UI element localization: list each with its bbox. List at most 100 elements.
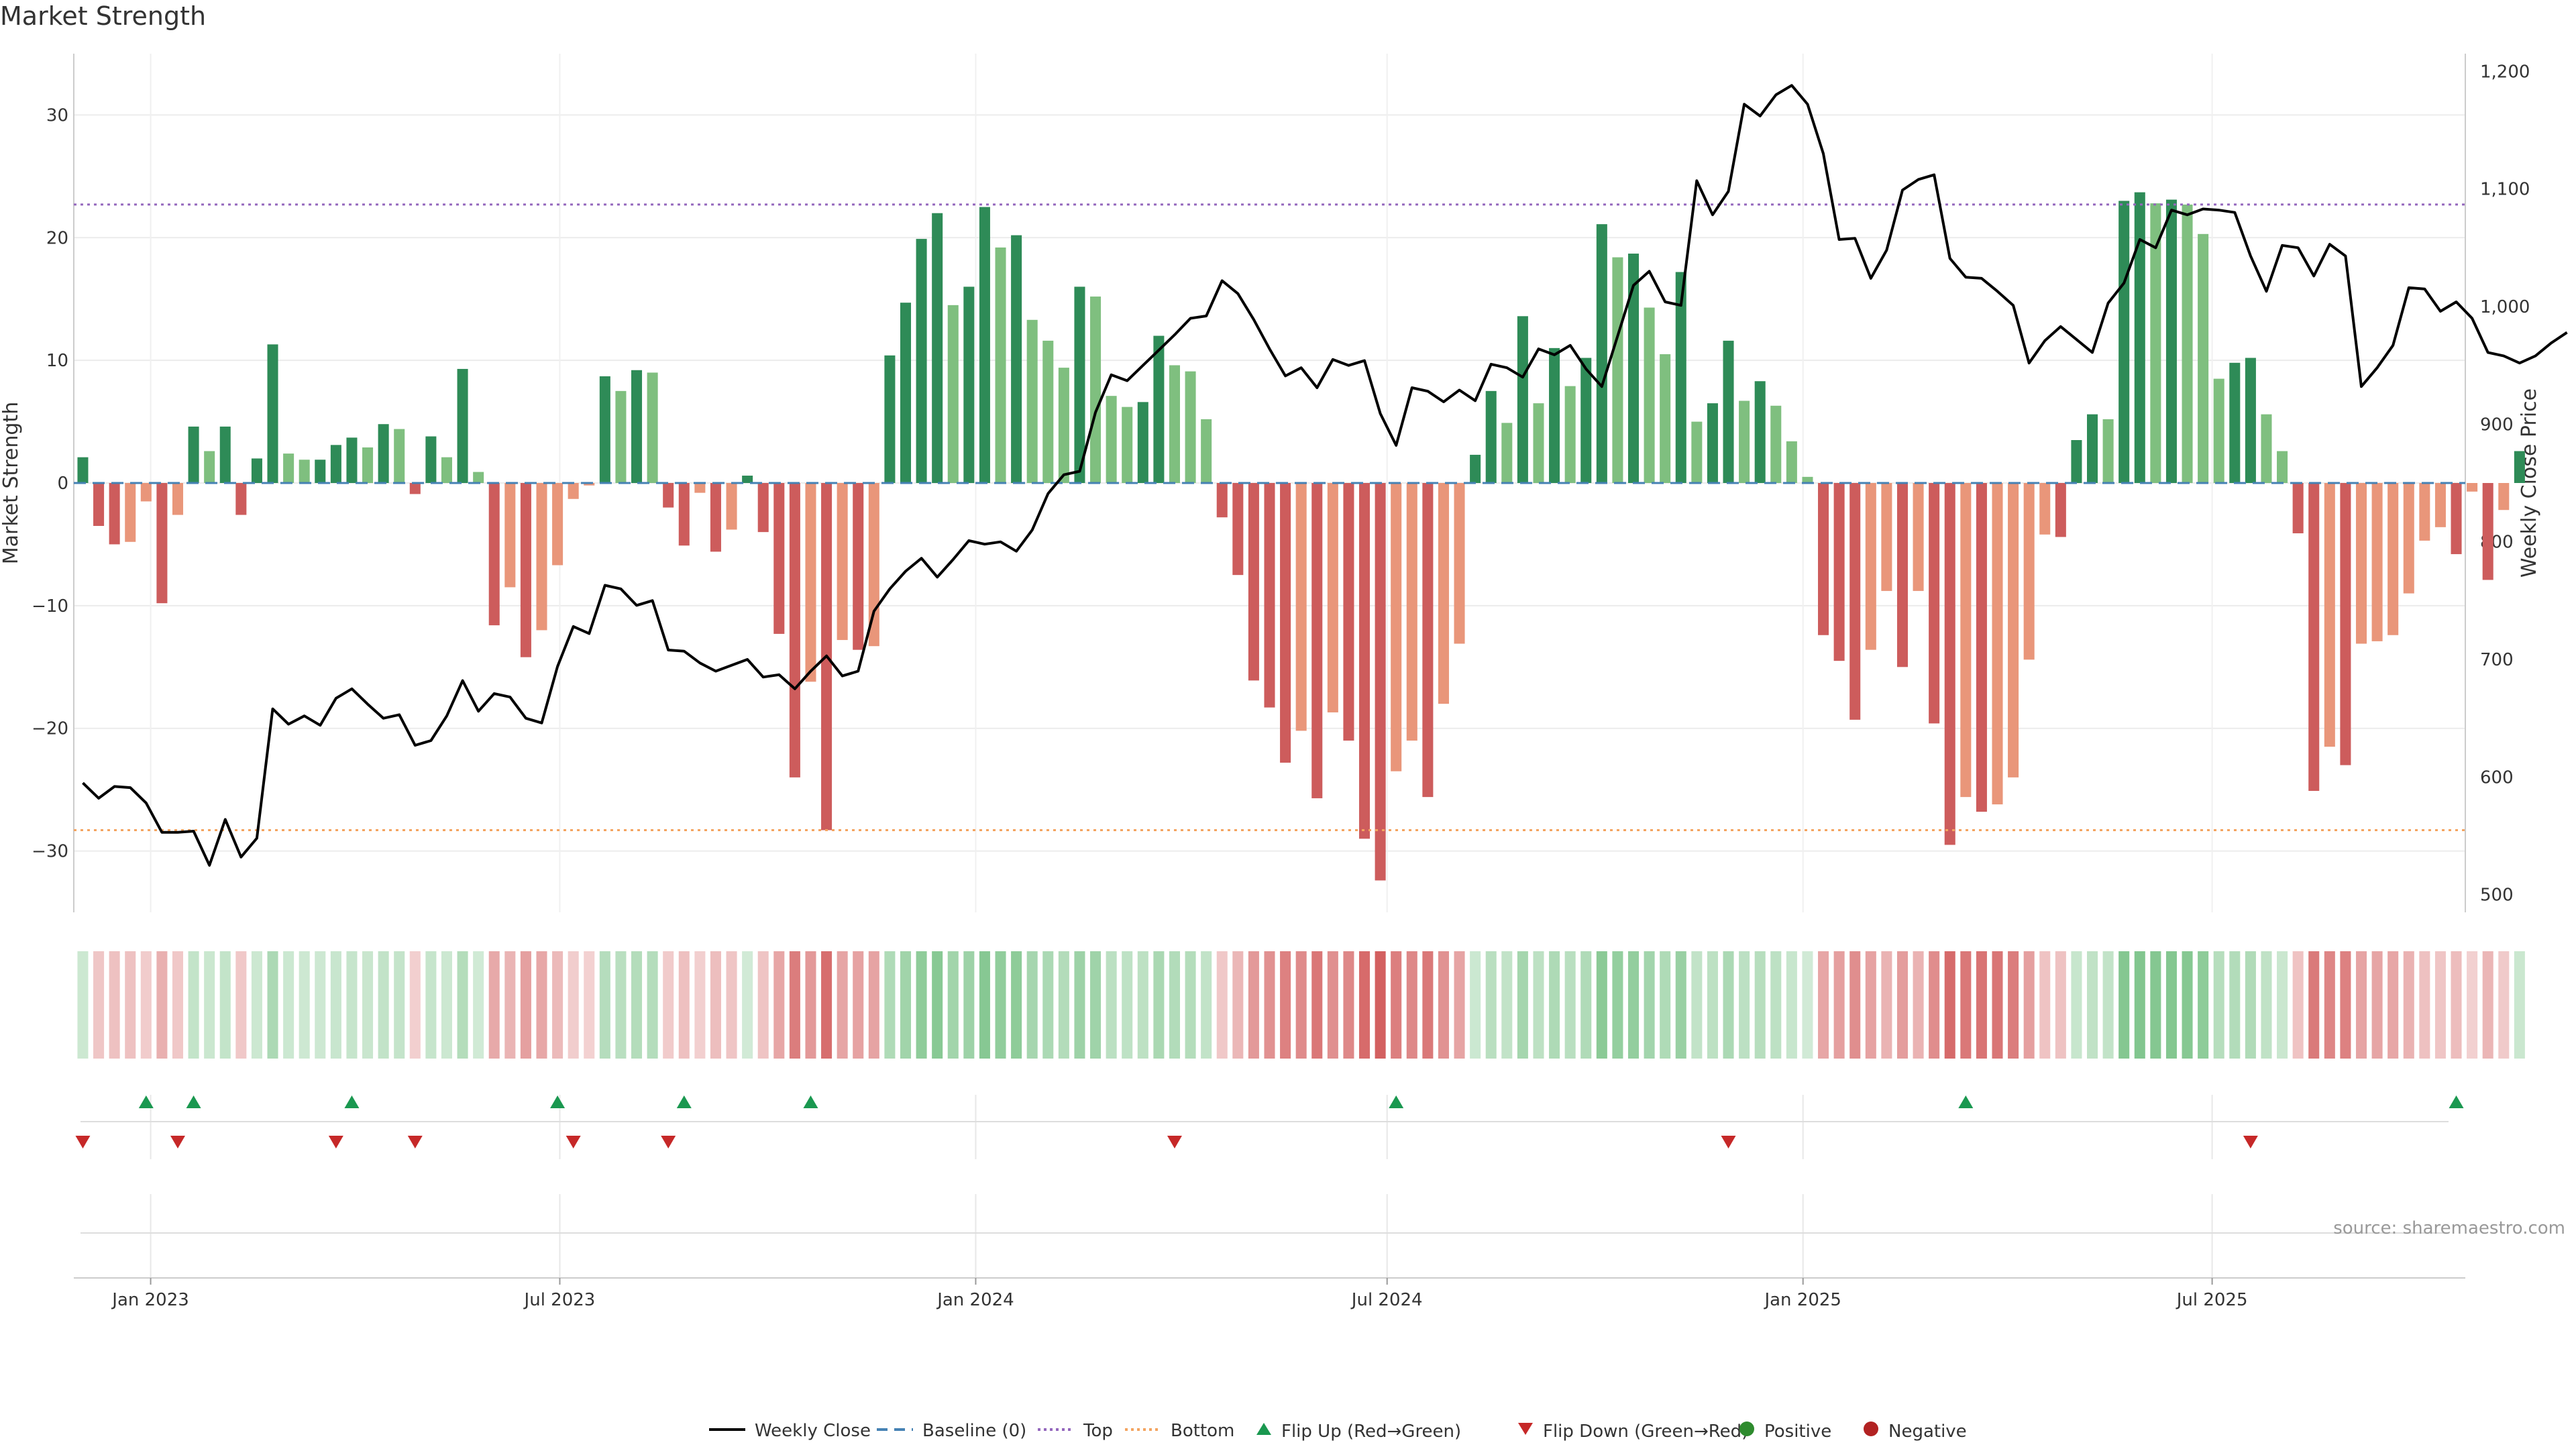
positive-bar xyxy=(283,453,294,483)
positive-bar xyxy=(1090,297,1102,483)
heat-cell xyxy=(2482,951,2493,1059)
negative-bar xyxy=(504,483,516,588)
heat-cell xyxy=(678,951,690,1059)
heat-cell xyxy=(1896,951,1908,1059)
heat-cell xyxy=(821,951,833,1059)
positive-bar xyxy=(1517,316,1528,483)
negative-bar xyxy=(2055,483,2066,537)
flip-up-marker xyxy=(550,1095,566,1108)
negative-bar xyxy=(1929,483,1940,724)
y-tick-label-right: 700 xyxy=(2480,650,2514,670)
flip-up-marker xyxy=(138,1095,154,1108)
heat-cell xyxy=(1944,951,1955,1059)
negative-bar xyxy=(757,483,769,533)
negative-bar xyxy=(172,483,184,515)
heat-cell xyxy=(2118,951,2130,1059)
positive-bar xyxy=(2213,378,2224,483)
legend-label: Flip Up (Red→Green) xyxy=(1281,1421,1462,1442)
heat-cell xyxy=(140,951,152,1059)
negative-bar xyxy=(2355,483,2367,644)
negative-bar xyxy=(1248,483,1259,681)
positive-bar xyxy=(1042,340,1054,483)
positive-bar xyxy=(1564,386,1576,483)
heat-cell xyxy=(1517,951,1528,1059)
heat-cell xyxy=(2419,951,2430,1059)
negative-bar xyxy=(1833,483,1845,661)
negative-bar xyxy=(409,483,421,494)
heat-cell xyxy=(1470,951,1481,1059)
heat-cell xyxy=(1137,951,1148,1059)
positive-bar xyxy=(1612,257,1623,483)
heat-cell xyxy=(125,951,136,1059)
positive-bar xyxy=(425,436,437,483)
heat-cell xyxy=(488,951,500,1059)
heat-cell xyxy=(77,951,89,1059)
heat-cell xyxy=(1280,951,1291,1059)
heat-cell xyxy=(1913,951,1924,1059)
positive-bar xyxy=(1580,358,1592,483)
heat-cell xyxy=(631,951,643,1059)
heat-cell xyxy=(805,951,816,1059)
negative-bar xyxy=(568,483,579,499)
heat-cell xyxy=(663,951,674,1059)
positive-bar xyxy=(599,376,610,483)
positive-bar xyxy=(1739,400,1750,483)
y-tick-label-left: 0 xyxy=(57,474,68,494)
negative-bar xyxy=(2371,483,2383,641)
negative-bar xyxy=(805,483,816,682)
heat-cell xyxy=(2055,951,2066,1059)
x-tick-label: Jul 2024 xyxy=(1350,1290,1423,1310)
heat-cell xyxy=(837,951,848,1059)
positive-bar xyxy=(2071,440,2082,483)
heat-cell xyxy=(93,951,105,1059)
heat-cell xyxy=(584,951,595,1059)
heat-cell xyxy=(1549,951,1560,1059)
positive-bar xyxy=(473,472,484,483)
y-tick-label-right: 500 xyxy=(2480,885,2514,906)
negative-bar xyxy=(1295,483,1307,731)
heat-cell xyxy=(1976,951,1987,1059)
negative-bar xyxy=(2008,483,2019,777)
heat-cell xyxy=(2292,951,2304,1059)
heat-cell xyxy=(2023,951,2035,1059)
heat-cell xyxy=(1248,951,1259,1059)
positive-bar xyxy=(1026,319,1038,483)
heat-cell xyxy=(251,951,262,1059)
heat-cell xyxy=(2039,951,2051,1059)
heat-cell xyxy=(1739,951,1750,1059)
positive-bar xyxy=(1137,402,1148,483)
heat-cell xyxy=(172,951,184,1059)
y-axis-title-left: Market Strength xyxy=(0,402,23,564)
heat-cell xyxy=(346,951,358,1059)
heat-cell xyxy=(710,951,721,1059)
positive-bar xyxy=(77,457,89,483)
positive-bar xyxy=(1723,340,1734,483)
heat-cell xyxy=(1533,951,1544,1059)
heat-cell xyxy=(2371,951,2383,1059)
dashed-line-icon xyxy=(875,1421,922,1441)
legend-label: Bottom xyxy=(1171,1421,1235,1441)
negative-bar xyxy=(726,483,737,530)
flip-up-marker xyxy=(803,1095,818,1108)
triangle-up-icon xyxy=(1254,1421,1281,1442)
circle-icon xyxy=(1862,1421,1888,1442)
heat-cell xyxy=(932,951,943,1059)
positive-bar xyxy=(378,424,389,483)
positive-bar xyxy=(394,429,405,483)
weekly-close-line xyxy=(82,84,2568,867)
heat-cell xyxy=(283,951,294,1059)
heat-cell xyxy=(1660,951,1671,1059)
x-tick-label: Jan 2023 xyxy=(111,1290,189,1310)
heat-cell xyxy=(1865,951,1876,1059)
heat-cell xyxy=(2387,951,2399,1059)
negative-bar xyxy=(663,483,674,508)
heat-cell xyxy=(188,951,199,1059)
heat-cell xyxy=(330,951,341,1059)
heat-cell xyxy=(267,951,278,1059)
heat-cell xyxy=(694,951,706,1059)
heat-cell xyxy=(2467,951,2478,1059)
positive-bar xyxy=(1011,235,1022,483)
negative-bar xyxy=(1422,483,1434,798)
heat-cell xyxy=(1644,951,1655,1059)
negative-bar xyxy=(1960,483,1972,798)
